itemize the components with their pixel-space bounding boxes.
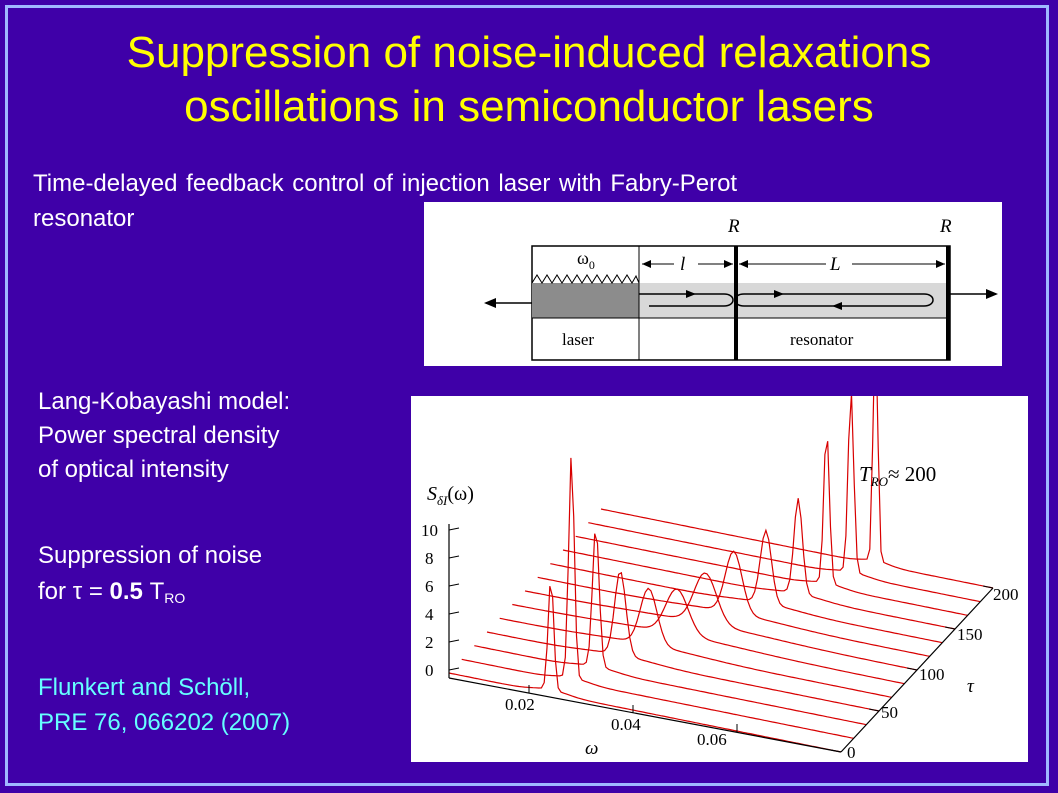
omega0-label: ω0 (577, 248, 595, 272)
spectrum-trace (537, 550, 930, 657)
equals-sign: = (88, 578, 103, 605)
psd-axis-label: SδI(ω) (427, 483, 474, 508)
model-line-2: Power spectral density (38, 422, 280, 449)
z-tick-marks (448, 527, 460, 671)
suppression-line-1: Suppression of noise (38, 542, 263, 569)
t-symbol: T (149, 578, 165, 605)
tau-tick-200: 200 (993, 585, 1019, 604)
slide-title: Suppression of noise-induced relaxations… (0, 26, 1058, 134)
suppression-note: Suppression of noise for τ = 0.5 TRO (38, 538, 378, 616)
spectrum-trace (512, 588, 905, 685)
suppression-line-2: for τ = 0.5 TRO (38, 574, 378, 616)
grating (531, 274, 640, 284)
feedback-loop-short (639, 293, 734, 307)
tau-value: 0.5 (109, 578, 143, 605)
z-tick-4: 4 (425, 605, 434, 624)
laser-label: laser (562, 330, 594, 349)
spectrum-trace (550, 528, 943, 644)
tau-tick-150: 150 (957, 625, 983, 644)
tau-tick-50: 50 (881, 703, 898, 722)
spectrum-trace (600, 308, 994, 589)
spectrum-trace (575, 441, 968, 616)
citation-line-2: PRE 76, 066202 (2007) (38, 709, 291, 736)
tau-tick-0: 0 (847, 743, 856, 762)
spectrum-trace (448, 585, 842, 753)
r-label-left: R (727, 216, 740, 237)
tau-symbol: τ (72, 578, 83, 605)
z-tick-2: 2 (425, 633, 434, 652)
title-line-2: oscillations in semiconductor lasers (184, 82, 874, 131)
tau-axis-label: τ (967, 676, 975, 697)
big-l-label: L (829, 254, 841, 275)
citation-line-1: Flunkert and Schöll, (38, 674, 251, 701)
spectrum-trace (486, 571, 880, 712)
omega-axis (448, 677, 842, 753)
omega-axis-label: ω (585, 738, 598, 759)
resonator-label: resonator (790, 330, 854, 349)
output-arrow-left (484, 298, 496, 308)
laser-active-region (532, 283, 639, 318)
spectral-curves (448, 308, 994, 753)
omega-tick-006: 0.06 (697, 730, 727, 749)
laser-resonator-diagram: R R ω0 l L laser resonator (424, 202, 1002, 366)
citation: Flunkert and Schöll, PRE 76, 066202 (200… (38, 670, 398, 740)
omega-tick-marks (528, 685, 738, 732)
subtitle-line-2: resonator (33, 205, 135, 232)
spectrum-trace (588, 393, 981, 603)
z-tick-10: 10 (421, 521, 438, 540)
psd-svg: SδI(ω) TRO≈ 200 10 8 6 4 2 0 0.02 0.04 0… (421, 308, 1019, 762)
tau-tick-100: 100 (919, 665, 945, 684)
omega-tick-002: 0.02 (505, 695, 535, 714)
output-arrow-right (986, 289, 998, 299)
title-line-1: Suppression of noise-induced relaxations (126, 28, 932, 77)
for-word: for (38, 578, 67, 605)
l-label: l (680, 254, 685, 275)
spectrum-trace (562, 498, 956, 630)
slide-subtitle: Time-delayed feedback control of injecti… (33, 166, 1033, 236)
model-description: Lang-Kobayashi model: Power spectral den… (38, 385, 378, 487)
z-tick-8: 8 (425, 549, 434, 568)
loop-arrow-short (686, 290, 696, 298)
spectrum-trace (461, 457, 854, 739)
big-l-label-bg (826, 252, 852, 274)
psd-3d-plot: SδI(ω) TRO≈ 200 10 8 6 4 2 0 0.02 0.04 0… (411, 308, 1028, 762)
subtitle-line-1: Time-delayed feedback control of injecti… (33, 170, 738, 197)
diagram-svg: R R ω0 l L laser resonator (484, 216, 998, 361)
t-ro-annotation: TRO≈ 200 (859, 462, 936, 489)
model-line-3: of optical intensity (38, 456, 229, 483)
r-label-right: R (939, 216, 952, 237)
spectrum-trace (474, 533, 867, 726)
z-tick-0: 0 (425, 661, 434, 680)
t-subscript: RO (164, 590, 186, 606)
l-label-bg (674, 252, 698, 274)
omega-tick-004: 0.04 (611, 715, 641, 734)
tau-tick-marks (830, 585, 994, 753)
model-line-1: Lang-Kobayashi model: (38, 388, 291, 415)
spectrum-trace (499, 587, 892, 698)
spectrum-trace (524, 572, 918, 671)
z-tick-6: 6 (425, 577, 434, 596)
slide-frame (5, 5, 1049, 786)
